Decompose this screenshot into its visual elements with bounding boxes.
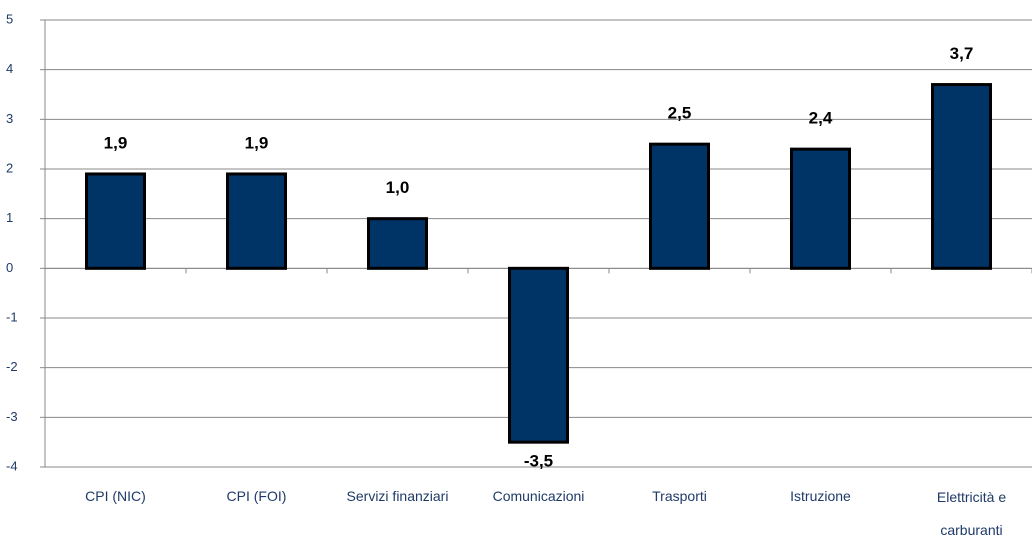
y-tick-label: 5 <box>6 11 13 26</box>
x-tick-label: Comunicazioni <box>492 488 585 504</box>
bar <box>367 217 428 270</box>
y-tick-label: 1 <box>6 210 13 225</box>
value-label: 1,0 <box>386 178 410 197</box>
y-tick-label: -1 <box>6 309 18 324</box>
y-tick-label: -4 <box>6 458 18 473</box>
y-tick-label: -2 <box>6 359 18 374</box>
x-tick-label: Trasporti <box>652 488 707 504</box>
bar <box>931 83 992 270</box>
value-label: 1,9 <box>104 133 128 152</box>
y-tick-label: -3 <box>6 409 18 424</box>
bar <box>226 172 287 270</box>
bar <box>85 172 146 270</box>
bar <box>508 266 569 444</box>
value-label: 1,9 <box>245 133 269 152</box>
x-tick-label: CPI (NIC) <box>85 488 146 504</box>
x-tick-label: CPI (FOI) <box>226 488 287 504</box>
y-tick-label: 0 <box>6 260 13 275</box>
bar <box>790 147 851 270</box>
value-label: 2,5 <box>668 104 692 123</box>
y-tick-label: 4 <box>6 61 13 76</box>
x-tick-label: Elettricità e carburanti <box>936 489 1007 538</box>
bar <box>649 142 710 270</box>
value-label: 2,4 <box>809 109 833 128</box>
x-tick-label: Istruzione <box>790 488 851 504</box>
x-tick-label: Servizi finanziari <box>346 488 449 504</box>
value-label: -3,5 <box>524 452 553 471</box>
value-label: 3,7 <box>950 44 974 63</box>
y-tick-label: 3 <box>6 111 13 126</box>
y-tick-label: 2 <box>6 160 13 175</box>
